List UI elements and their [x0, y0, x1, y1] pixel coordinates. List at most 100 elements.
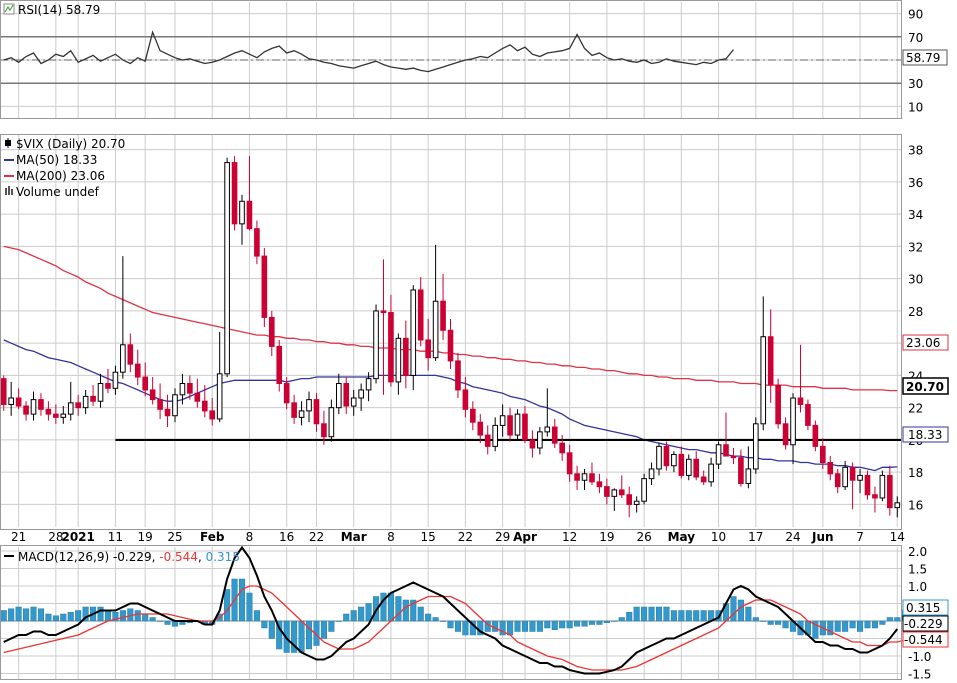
- macd-legend-sep: ,: [198, 550, 206, 564]
- macd-hist-bar: [700, 610, 707, 622]
- candle-body: [365, 378, 372, 391]
- macd-hist-bar: [655, 606, 663, 622]
- rsi-tick-label: 70: [908, 31, 923, 45]
- candle-body: [723, 444, 729, 457]
- macd-hist-bar: [827, 620, 834, 636]
- macd-hist-bar: [849, 620, 856, 629]
- macd-hist-bar: [60, 613, 67, 622]
- date-tick-label: 19: [138, 530, 153, 544]
- macd-hist-bar: [499, 620, 506, 636]
- candle-body: [90, 395, 96, 402]
- ma200-tag-box: [902, 334, 949, 351]
- macd-hist-bar: [574, 620, 581, 627]
- candle-body: [618, 489, 625, 496]
- macd-hist-bar: [335, 620, 342, 622]
- candle-body: [358, 389, 364, 399]
- macd-hist-bar: [15, 606, 22, 622]
- price-tick-label: 32: [908, 240, 923, 254]
- macd-hist-bar: [737, 599, 744, 622]
- candle-body: [715, 444, 722, 465]
- macd-hist-bar: [521, 620, 529, 632]
- macd-hist-bar: [119, 610, 126, 622]
- macd-hist-bar: [678, 610, 685, 622]
- macd-hist-bar: [648, 606, 655, 622]
- macd-hist-bar: [23, 608, 30, 622]
- candle-body: [656, 445, 662, 470]
- candle-body: [261, 255, 268, 318]
- rsi-tick-label: 90: [908, 8, 923, 22]
- candle-body: [82, 395, 89, 409]
- candle-body: [23, 405, 29, 415]
- candle-body: [477, 421, 484, 436]
- candle-body: [112, 371, 119, 389]
- rsi-line: [3, 30, 735, 73]
- macd-hist-bar: [134, 610, 141, 622]
- macd-hist-bar: [402, 599, 409, 622]
- candle-body: [425, 339, 431, 359]
- candle-body: [820, 445, 826, 463]
- macd-hist-bar: [551, 620, 558, 630]
- macd-hist-bar: [752, 617, 759, 622]
- candle-body: [887, 474, 893, 509]
- rsi-legend-text: RSI(14) 58.79: [18, 3, 100, 17]
- candle-body: [403, 337, 409, 376]
- candle-body: [812, 424, 819, 447]
- candle-body: [194, 392, 201, 402]
- candle-body: [231, 162, 238, 225]
- candle-body: [738, 457, 744, 484]
- candle-body: [410, 289, 417, 376]
- candle-body: [127, 344, 134, 365]
- date-tick-label: 24: [785, 530, 800, 544]
- macd-tick-label: 1.0: [908, 580, 927, 594]
- macd-hist-bar: [395, 596, 402, 622]
- candle-body: [380, 310, 387, 314]
- candle-body: [209, 410, 216, 420]
- candle-body: [201, 400, 208, 412]
- candle-body: [693, 458, 700, 478]
- macd-hist-bar: [52, 615, 59, 622]
- macd-histogram: [0, 578, 908, 653]
- macd-hist-tag: 0.315: [902, 599, 949, 616]
- ma50-tag-text: 18.33: [908, 428, 942, 442]
- candle-body: [291, 402, 297, 418]
- candle-body: [455, 360, 461, 391]
- macd-hist-bar: [291, 620, 298, 653]
- macd-value-tag-box: [902, 615, 949, 632]
- macd-hist-bar: [581, 620, 588, 627]
- macd-hist-bar: [894, 617, 901, 622]
- macd-signal-tag-box: [902, 631, 949, 648]
- candle-body: [142, 376, 149, 391]
- macd-hist-bar: [104, 610, 112, 622]
- macd-tick-label: -1.0: [908, 650, 931, 664]
- candle-body: [45, 408, 52, 415]
- macd-hist-bar: [8, 608, 15, 622]
- date-tick-label: 15: [421, 530, 436, 544]
- date-tick-label: 2021: [61, 530, 94, 544]
- macd-hist-bar: [276, 620, 283, 650]
- macd-hist-bar: [253, 610, 260, 622]
- candle-body: [298, 410, 305, 418]
- candle-body: [537, 431, 543, 449]
- candle-body: [470, 408, 476, 423]
- candle-body: [589, 473, 595, 483]
- macd-legend-signal: -0.544: [159, 550, 198, 564]
- candle-body: [864, 474, 871, 496]
- candle-body: [857, 474, 863, 481]
- candle-body: [685, 458, 692, 476]
- candle-body: [321, 423, 327, 438]
- last-price-tag-box: [902, 377, 949, 395]
- last-price-tag-text: 20.70: [906, 380, 944, 394]
- date-tick-label: Apr: [513, 530, 537, 544]
- panel-frame-1: [0, 134, 902, 530]
- panel-frame-0: [0, 0, 902, 119]
- date-tick-label: 10: [711, 530, 726, 544]
- candle-body: [544, 426, 551, 433]
- candle-body: [499, 415, 506, 426]
- date-tick-label: 21: [11, 530, 26, 544]
- rsi-current-tag: 58.79: [902, 49, 948, 66]
- last-price-tag: 20.70: [902, 377, 949, 395]
- candle-body: [134, 363, 141, 378]
- macd-hist-tag-text: 0.315: [906, 601, 940, 615]
- macd-hist-bar: [30, 606, 37, 622]
